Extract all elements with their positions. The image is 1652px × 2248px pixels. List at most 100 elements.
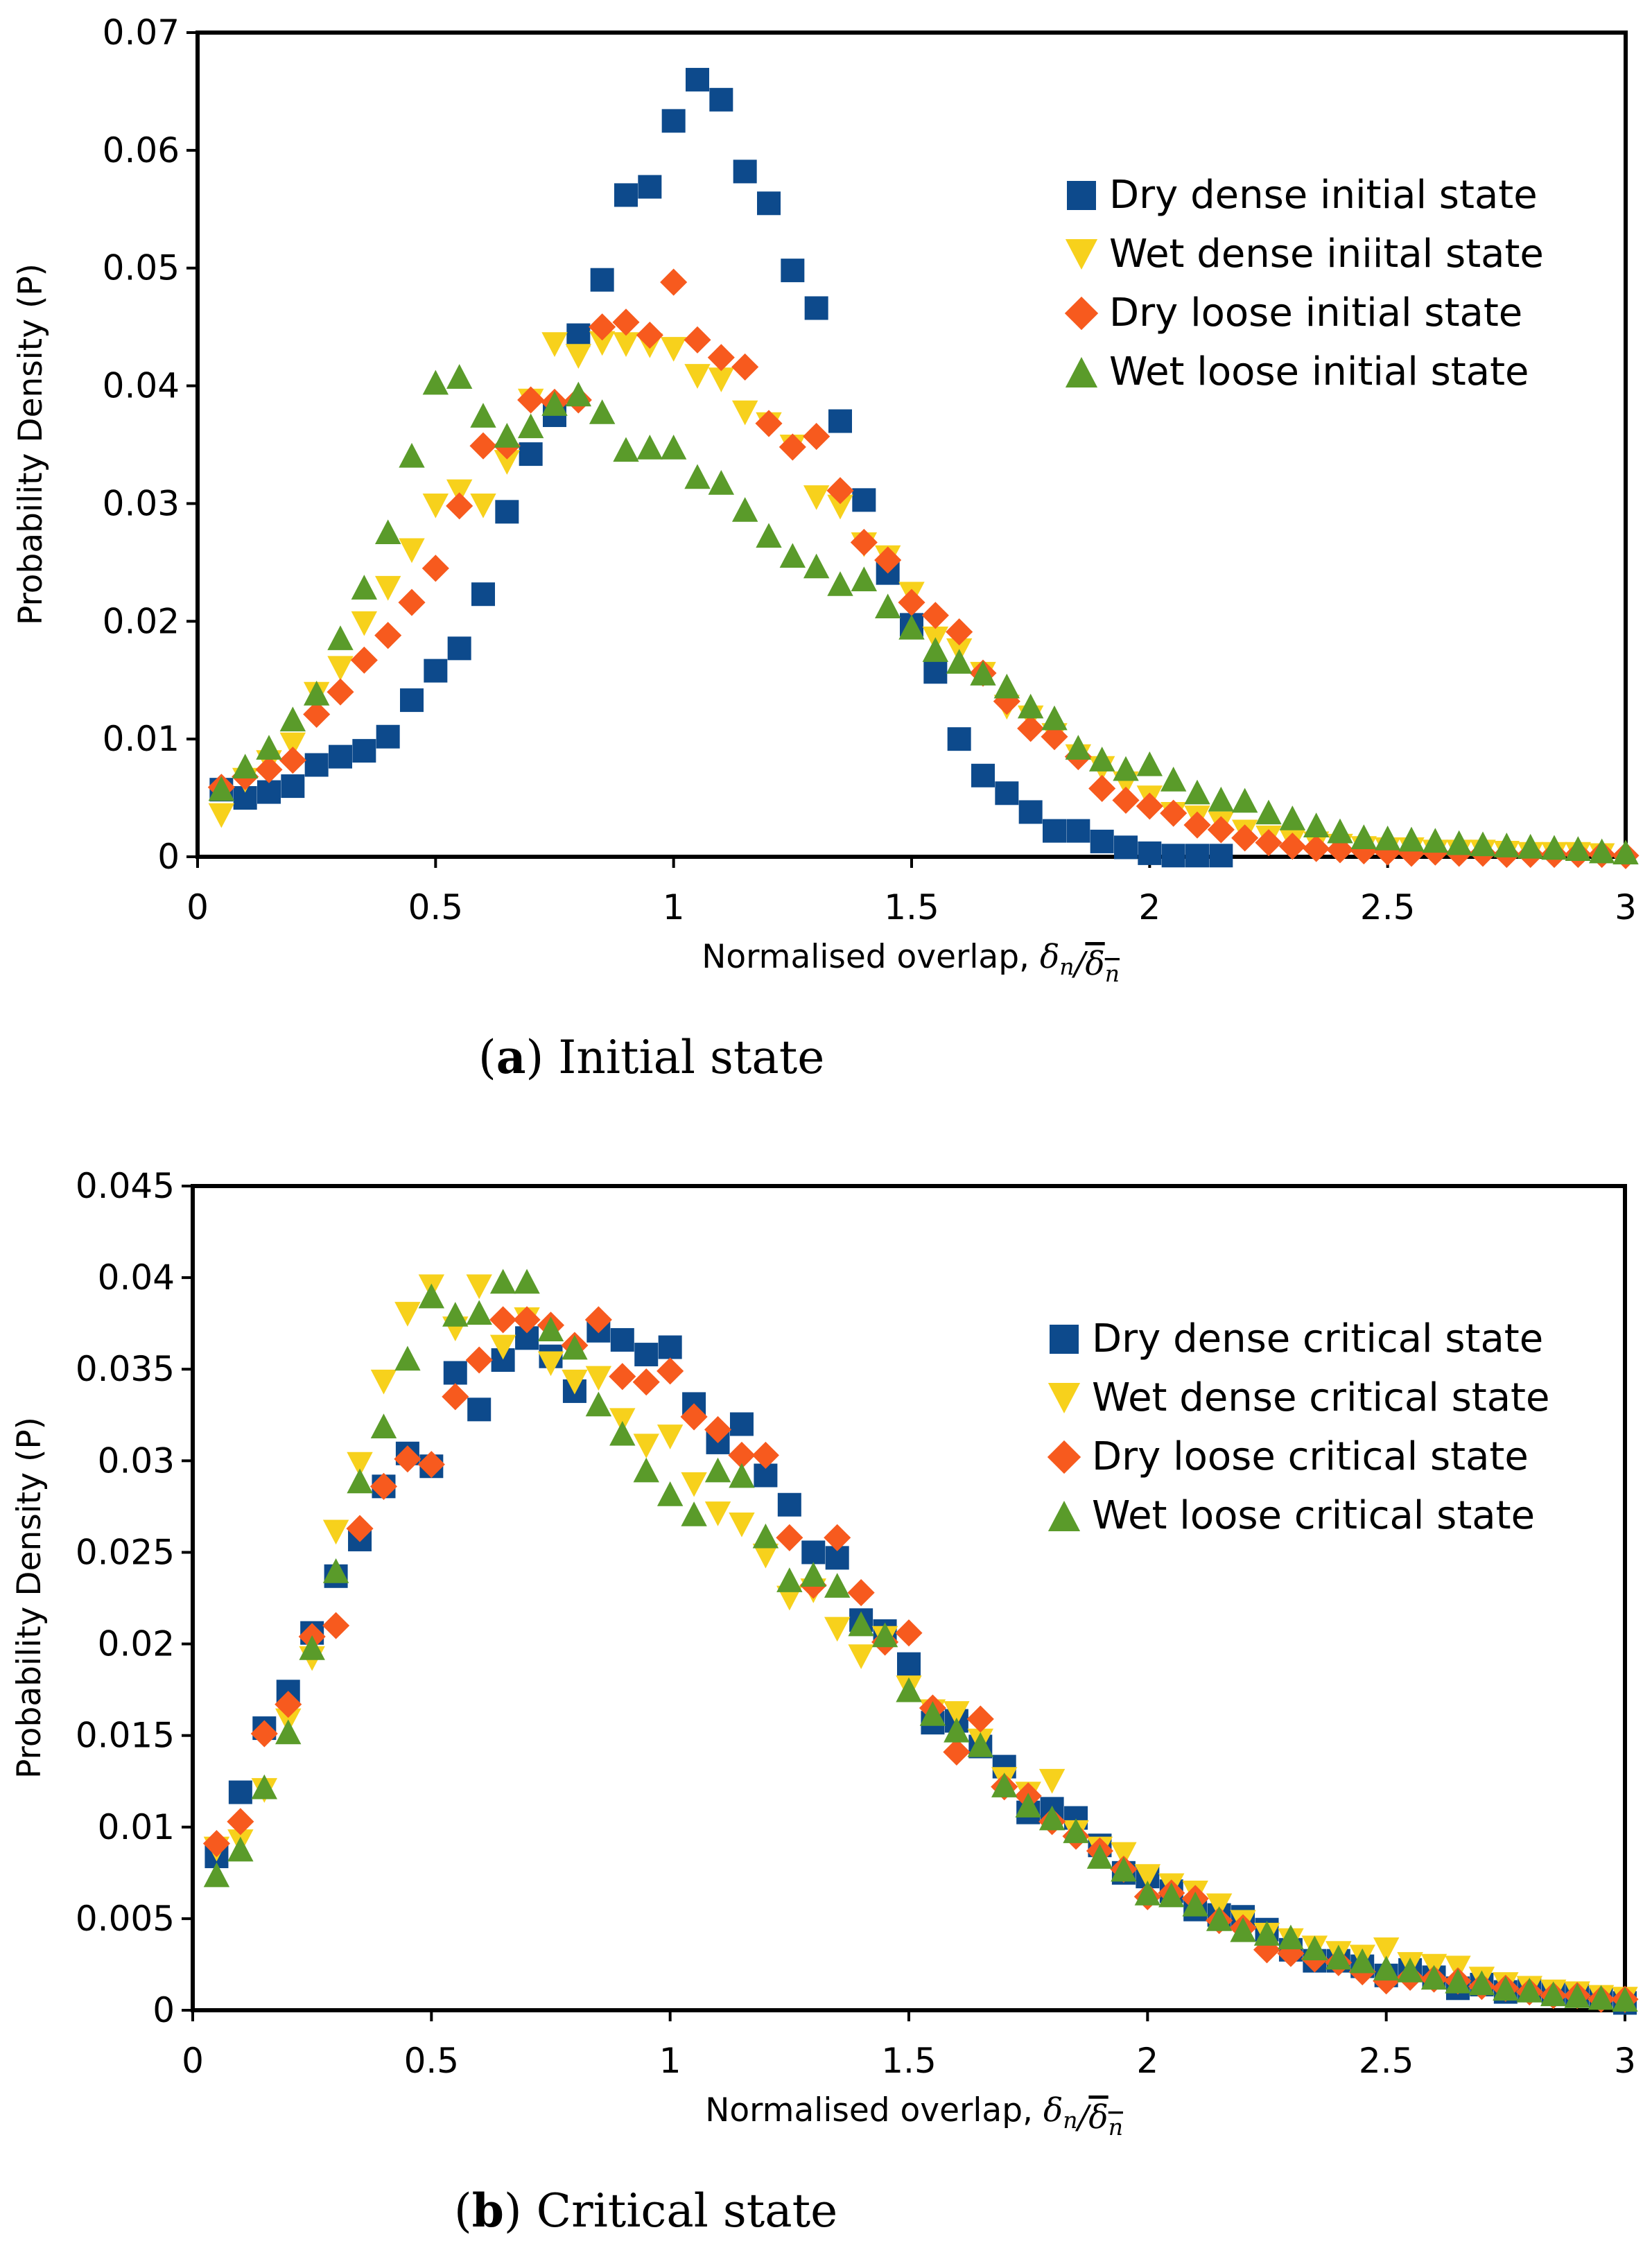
svg-text:(a) Initial state: (a) Initial state [478, 1030, 824, 1084]
data-point [923, 660, 948, 684]
data-point [514, 1269, 540, 1294]
data-point [681, 1472, 707, 1497]
data-point [562, 1369, 588, 1395]
data-point [848, 1644, 874, 1669]
data-point [1090, 829, 1114, 853]
data-point [657, 1424, 684, 1449]
data-point [1134, 1881, 1161, 1906]
data-point [446, 479, 473, 505]
data-point [1018, 800, 1043, 824]
data-point [895, 1619, 923, 1647]
data-point [1231, 787, 1258, 813]
x-axis-ticks: 0 0.5 1 1.5 2 2.5 3 [182, 2010, 1636, 2081]
data-point [251, 1774, 277, 1800]
data-point [827, 571, 853, 596]
data-point [519, 442, 543, 467]
data-point [777, 1492, 801, 1517]
caption-letter: a [496, 1030, 526, 1084]
data-point [1612, 1987, 1638, 2012]
legend-marker [1047, 1382, 1081, 1414]
data-point [394, 1345, 421, 1371]
data-point [537, 1351, 564, 1377]
data-point [489, 1269, 516, 1294]
data-point [203, 1862, 230, 1888]
x-tick-label: 1.5 [881, 2041, 937, 2081]
data-point [585, 1391, 612, 1417]
data-point [443, 1361, 467, 1385]
data-point [424, 659, 448, 683]
legend-marker [1047, 1500, 1081, 1532]
data-point [421, 555, 449, 582]
data-point [1113, 756, 1139, 781]
data-point [848, 1611, 874, 1637]
data-point [565, 381, 592, 407]
data-point [731, 353, 759, 381]
data-point [852, 488, 876, 512]
data-point [658, 1335, 682, 1359]
data-point [800, 1562, 826, 1587]
data-point [394, 1445, 421, 1473]
data-point [776, 1567, 803, 1592]
x-tick-label: 0.5 [404, 2041, 460, 2081]
y-tick-label: 0.03 [98, 1440, 175, 1481]
data-point [1063, 1818, 1089, 1843]
data-point [708, 367, 735, 392]
data-point [1038, 1805, 1066, 1831]
data-point [993, 673, 1020, 699]
x-axis-label-text: Normalised overlap, [702, 938, 1029, 976]
data-point [1138, 841, 1162, 865]
data-point [376, 724, 400, 749]
data-point [232, 753, 259, 779]
data-point [803, 553, 830, 579]
data-point [943, 1738, 971, 1766]
legend-item: Wet loose initial state [1065, 349, 1529, 394]
data-point [971, 763, 995, 787]
data-points [207, 67, 1640, 869]
data-point [347, 1468, 373, 1494]
data-point [1374, 825, 1401, 851]
legend-label: Dry loose initial state [1109, 290, 1522, 336]
legend-marker [1047, 1440, 1081, 1474]
data-point [847, 1579, 875, 1607]
caption-letter: b [472, 2184, 504, 2238]
x-tick-label: 1 [659, 2041, 681, 2081]
data-point [1230, 1917, 1256, 1942]
data-point [1493, 1976, 1519, 2001]
data-point [1398, 826, 1425, 852]
data-point [399, 442, 425, 468]
data-point [947, 727, 971, 751]
data-point [874, 593, 901, 619]
data-point [1278, 1924, 1304, 1950]
data-point [322, 1558, 349, 1583]
data-point [1301, 1935, 1328, 1961]
data-point [1088, 774, 1116, 803]
data-point [636, 435, 663, 460]
data-point [684, 464, 711, 489]
legend-item: Wet loose critical state [1047, 1493, 1535, 1538]
data-point [824, 1573, 851, 1598]
data-point [731, 400, 758, 426]
data-point [299, 1635, 325, 1660]
data-point [609, 1420, 636, 1446]
data-point [684, 326, 711, 354]
data-point [684, 364, 711, 389]
legend: Dry dense critical state Wet dense critic… [1047, 1316, 1549, 1538]
data-point [803, 485, 830, 510]
data-point [494, 423, 521, 448]
data-point [657, 1357, 684, 1385]
data-point [755, 410, 783, 437]
data-point [609, 1363, 636, 1391]
svg-text:(b) Critical state: (b) Critical state [454, 2184, 837, 2238]
data-point [1325, 1944, 1352, 1970]
data-point [707, 344, 735, 372]
data-point [1516, 1978, 1542, 2003]
data-point [1185, 844, 1209, 868]
y-tick-label: 0 [157, 837, 180, 877]
x-tick-label: 2.5 [1359, 2041, 1414, 2081]
data-point [1207, 816, 1235, 844]
y-tick-label: 0.05 [103, 248, 180, 288]
data-point [1373, 1955, 1400, 1981]
data-point [1253, 1921, 1280, 1946]
y-tick-label: 0 [153, 1990, 175, 2030]
data-point [1349, 1948, 1375, 1973]
